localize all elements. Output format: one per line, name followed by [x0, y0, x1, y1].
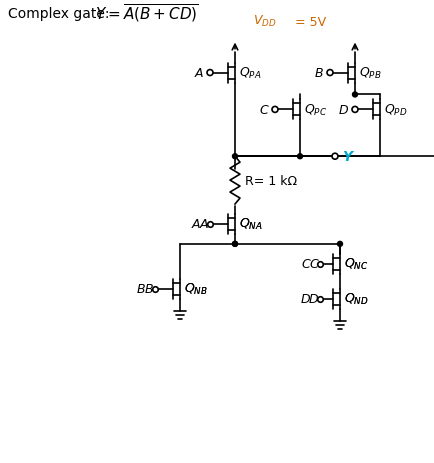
Text: Y: Y: [341, 150, 351, 164]
Text: A: A: [194, 67, 203, 80]
Text: $\mathbf{\mathit{Y = \overline{A(B+CD)}}}$: $\mathbf{\mathit{Y = \overline{A(B+CD)}}…: [95, 3, 198, 25]
Circle shape: [297, 154, 302, 159]
Text: $Q_{ND}$: $Q_{ND}$: [343, 292, 368, 307]
Text: $Q_{NC}$: $Q_{NC}$: [343, 257, 368, 272]
Text: $Q_{PA}$: $Q_{PA}$: [238, 66, 261, 81]
Text: $Q_{PC}$: $Q_{PC}$: [303, 103, 326, 118]
Text: $Q_{PB}$: $Q_{PB}$: [358, 66, 381, 81]
Text: B: B: [136, 282, 145, 295]
Circle shape: [207, 70, 213, 76]
Text: $Q_{ND}$: $Q_{ND}$: [343, 292, 368, 307]
Text: C: C: [301, 258, 309, 271]
Circle shape: [232, 242, 237, 247]
Text: D: D: [300, 293, 309, 306]
Text: $Q_{NA}$: $Q_{NA}$: [238, 217, 262, 232]
Text: $Q_{NB}$: $Q_{NB}$: [184, 282, 207, 297]
Text: = 5V: = 5V: [290, 16, 326, 29]
Circle shape: [351, 107, 357, 113]
Circle shape: [331, 154, 337, 160]
Text: B: B: [144, 282, 153, 295]
Text: B: B: [314, 67, 322, 80]
Text: C: C: [259, 104, 267, 117]
Circle shape: [352, 93, 357, 98]
Circle shape: [232, 154, 237, 159]
Text: D: D: [308, 293, 317, 306]
Text: C: C: [309, 258, 317, 271]
Text: Complex gate:: Complex gate:: [8, 7, 114, 21]
Text: $Q_{PD}$: $Q_{PD}$: [383, 103, 407, 118]
Text: $Q_{NA}$: $Q_{NA}$: [238, 217, 262, 232]
Circle shape: [232, 242, 237, 247]
Circle shape: [326, 70, 332, 76]
Text: A: A: [191, 218, 200, 231]
Circle shape: [271, 107, 277, 113]
Text: $V_{DD}$: $V_{DD}$: [253, 13, 276, 29]
Text: A: A: [199, 218, 207, 231]
Text: R= 1 kΩ: R= 1 kΩ: [244, 174, 296, 187]
Text: D: D: [338, 104, 347, 117]
Circle shape: [337, 242, 342, 247]
Text: $Q_{NC}$: $Q_{NC}$: [343, 257, 368, 272]
Text: $Q_{NB}$: $Q_{NB}$: [184, 282, 207, 297]
